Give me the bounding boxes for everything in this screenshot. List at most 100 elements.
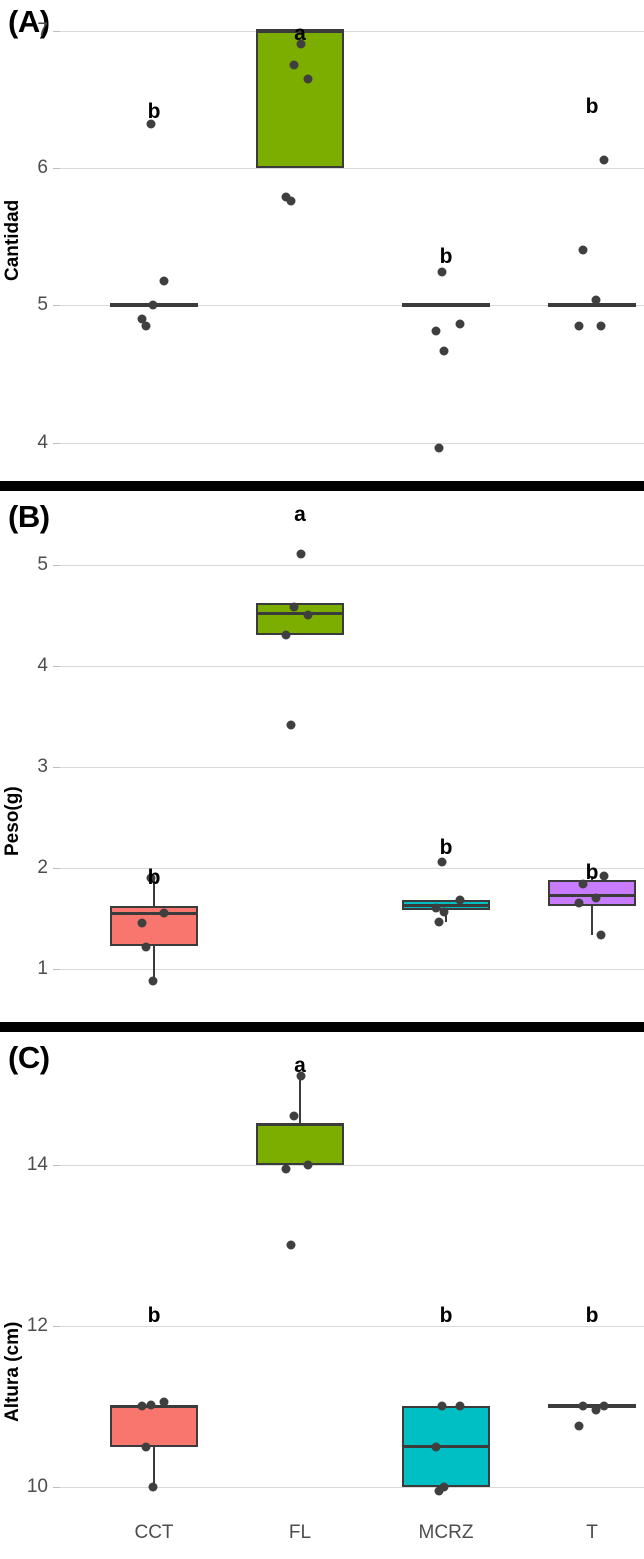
data-point [591, 893, 601, 903]
data-point [574, 1421, 584, 1431]
box-plot-flat [548, 303, 636, 308]
data-point [141, 942, 151, 952]
data-point [455, 1401, 465, 1411]
y-axis-tick-mark [53, 30, 60, 32]
gridline [60, 1164, 644, 1166]
gridline [60, 305, 644, 307]
gridline [60, 30, 644, 32]
y-axis-tick-label: 6 [37, 156, 48, 178]
data-point [303, 610, 313, 620]
data-point [455, 895, 465, 905]
gridline [60, 564, 644, 566]
data-point [303, 1160, 313, 1170]
panel-b-label: (B) [8, 499, 50, 534]
significance-letter: b [585, 861, 599, 884]
panel-a-y-ticks: 7 6 5 4 [0, 0, 60, 481]
y-axis-tick-mark [53, 564, 60, 566]
y-axis-tick-label: 5 [37, 553, 48, 575]
panel-c-label: (C) [8, 1040, 50, 1075]
data-point [431, 326, 441, 336]
data-point [159, 1397, 169, 1407]
y-axis-tick-label: 5 [37, 294, 48, 316]
significance-letter: a [294, 22, 306, 45]
x-axis-tick-label: FL [288, 1522, 312, 1543]
data-point [137, 918, 147, 928]
significance-letter: b [439, 836, 453, 859]
y-axis-tick-label: 4 [37, 654, 48, 676]
box-plot-body [256, 1124, 344, 1165]
data-point [146, 873, 156, 883]
data-point [303, 74, 313, 84]
y-axis-tick-mark [53, 305, 60, 307]
y-axis-tick-label: 3 [37, 755, 48, 777]
y-axis-tick-label: 4 [37, 431, 48, 453]
data-point [439, 907, 449, 917]
gridline [60, 968, 644, 970]
x-axis-tick-label: T [586, 1522, 598, 1543]
box-plot-body [256, 602, 344, 636]
y-axis-tick-label: 1 [37, 957, 48, 979]
data-point [137, 1401, 147, 1411]
significance-letter: b [439, 1304, 453, 1327]
significance-letter: b [147, 100, 161, 123]
data-point [286, 720, 296, 730]
box-whisker [299, 1076, 301, 1165]
y-axis-tick-mark [53, 167, 60, 169]
y-axis-tick-label: 10 [26, 1475, 48, 1497]
data-point [578, 245, 588, 255]
data-point [439, 346, 449, 356]
significance-letter: b [147, 866, 161, 889]
gridline [60, 867, 644, 869]
y-axis-tick-label: 2 [37, 856, 48, 878]
box-median-line [402, 904, 490, 908]
data-point [141, 1442, 151, 1452]
y-axis-tick-label: 12 [26, 1314, 48, 1336]
data-point [296, 549, 306, 559]
data-point [281, 630, 291, 640]
panel-b-y-ticks: 5 4 3 2 1 [0, 491, 60, 1022]
gridline [60, 167, 644, 169]
data-point [596, 321, 606, 331]
data-point [431, 903, 441, 913]
data-point [599, 1401, 609, 1411]
data-point [439, 1482, 449, 1492]
panel-separator-1 [0, 481, 644, 491]
y-axis-tick-mark [53, 766, 60, 768]
data-point [434, 917, 444, 927]
data-point [281, 1164, 291, 1174]
data-point [434, 443, 444, 453]
box-median-line [256, 29, 344, 33]
panel-a-label: (A) [8, 4, 50, 39]
box-plot-flat [402, 303, 490, 308]
box-plot-body [548, 879, 636, 906]
y-axis-tick-mark [53, 442, 60, 444]
y-axis-tick-label: 14 [26, 1153, 48, 1175]
data-point [289, 1111, 299, 1121]
y-axis-tick-mark [53, 1486, 60, 1488]
y-axis-tick-mark [53, 1164, 60, 1166]
gridline [60, 1486, 644, 1488]
data-point [574, 898, 584, 908]
data-point [137, 314, 147, 324]
data-point [289, 602, 299, 612]
x-axis-tick-label: CCT [134, 1522, 174, 1543]
data-point [146, 119, 156, 129]
box-median-line [256, 611, 344, 615]
data-point [599, 155, 609, 165]
panel-b-plot-area: b a b b [60, 491, 644, 1022]
data-point [596, 930, 606, 940]
significance-letter: a [294, 1054, 306, 1077]
significance-letter: a [294, 503, 306, 526]
gridline [60, 1325, 644, 1327]
data-point [148, 1482, 158, 1492]
data-point [296, 39, 306, 49]
panel-a-plot-area: b a b b [60, 0, 644, 481]
box-plot-body [110, 1406, 198, 1447]
data-point [437, 267, 447, 277]
box-median-line [110, 911, 198, 915]
gridline [60, 442, 644, 444]
panel-c-plot-area: b a b b [60, 1032, 644, 1519]
